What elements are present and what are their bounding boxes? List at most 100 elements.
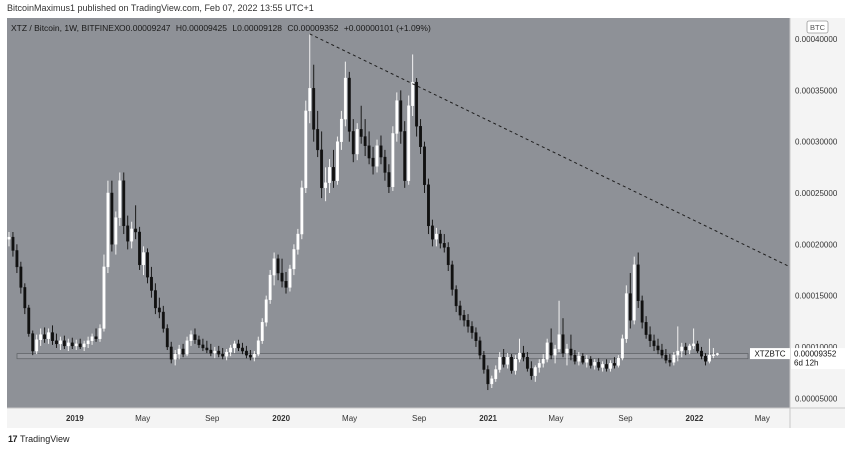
legend-change: +0.00000101 (+1.09%)	[344, 23, 431, 33]
legend-o-label: O	[119, 23, 126, 33]
candle-body	[367, 145, 371, 159]
candle-body	[324, 182, 327, 189]
candle-body	[458, 305, 462, 316]
candle-body	[106, 192, 110, 268]
candle-body	[74, 343, 78, 347]
candle-body	[430, 225, 434, 240]
candle-body	[66, 342, 70, 347]
candle-countdown: 6d 12h	[794, 359, 818, 368]
candle-body	[613, 363, 616, 366]
candle-body	[537, 363, 541, 368]
candle-body	[581, 355, 585, 363]
candle-body	[565, 348, 569, 354]
candle-body	[549, 342, 553, 356]
candle-body	[15, 250, 19, 268]
candle-body	[47, 332, 50, 339]
candle-body	[379, 145, 383, 158]
candle-body	[399, 100, 403, 132]
candle-body	[39, 334, 43, 340]
legend-l-value: 0.00009128	[237, 23, 282, 33]
candle-body	[387, 172, 391, 188]
tradingview-footer: 17 TradingView	[8, 433, 70, 445]
plot-area[interactable]	[7, 18, 790, 408]
currency-badge-box[interactable]	[806, 20, 829, 34]
candle-body	[272, 258, 276, 276]
candle-body	[415, 81, 419, 127]
candle-body	[197, 339, 201, 346]
candle-body	[347, 77, 351, 132]
candle-body	[169, 346, 173, 360]
x-tick-label: May	[135, 414, 150, 423]
candle-body	[648, 334, 652, 341]
candle-body	[205, 347, 209, 351]
candle-body	[304, 110, 308, 189]
candle-body	[90, 336, 94, 341]
currency-badge: BTC	[810, 23, 826, 32]
candle-body	[82, 343, 86, 348]
candle-body	[506, 356, 510, 365]
candle-body	[660, 349, 664, 356]
time-axis[interactable]	[7, 408, 790, 428]
candle-body	[644, 322, 648, 335]
candle-body	[256, 340, 260, 355]
candle-body	[553, 348, 557, 356]
price-chart[interactable]: 0.00005000 0.00010000 0.00015000 0.00020000…	[7, 18, 845, 428]
candle-body	[700, 350, 703, 357]
candle-body	[292, 249, 296, 270]
candle-body	[185, 340, 189, 355]
candle-body	[316, 129, 320, 151]
candle-body	[668, 360, 672, 363]
candle-body	[146, 252, 149, 278]
candle-body	[518, 352, 521, 360]
candle-body	[58, 340, 62, 345]
candle-body	[620, 338, 624, 359]
candle-body	[122, 180, 126, 227]
candle-body	[454, 289, 458, 307]
candle-body	[371, 157, 375, 167]
y-tick-label: 0.00025000	[795, 189, 838, 198]
candle-body	[351, 131, 355, 155]
candle-body	[296, 233, 300, 250]
x-tick-label: May	[342, 414, 357, 423]
candle-body	[704, 355, 707, 362]
candle-body	[462, 314, 466, 321]
candle-body	[522, 352, 525, 358]
candle-body	[94, 336, 98, 339]
candle-body	[680, 346, 684, 352]
candle-body	[339, 118, 343, 142]
candle-body	[320, 149, 324, 189]
candle-body	[545, 342, 549, 360]
candle-body	[142, 252, 145, 266]
candle-body	[664, 354, 668, 361]
candle-body	[494, 369, 498, 379]
candle-body	[597, 362, 601, 368]
candle-body	[510, 356, 513, 371]
candle-body	[114, 217, 118, 245]
candle-body	[438, 233, 442, 244]
candle-body	[470, 326, 474, 333]
candle-body	[312, 88, 316, 130]
candle-body	[233, 343, 236, 349]
candle-body	[31, 333, 35, 352]
candle-body	[181, 348, 185, 355]
candle-body	[343, 77, 347, 120]
candle-body	[427, 184, 430, 227]
trendline-group	[309, 33, 791, 268]
candle-body	[268, 274, 272, 300]
candle-body	[130, 228, 134, 242]
candle-body	[78, 343, 82, 348]
support-zone	[16, 353, 749, 360]
candle-body	[193, 334, 197, 340]
candle-body	[616, 358, 620, 366]
candle-body	[407, 105, 411, 181]
candle-body	[55, 340, 58, 345]
legend-ohlc: O0.00009247 H0.00009425 L0.00009128 C0.0…	[119, 23, 431, 33]
candle-body	[502, 356, 506, 365]
last-price-label: 0.00009352	[794, 350, 837, 359]
candle-body	[624, 293, 628, 339]
candle-body	[652, 340, 656, 347]
y-tick-label: 0.00040000	[795, 35, 838, 44]
candle-body	[260, 322, 264, 341]
candle-body	[280, 272, 284, 282]
candle-body	[573, 354, 577, 362]
